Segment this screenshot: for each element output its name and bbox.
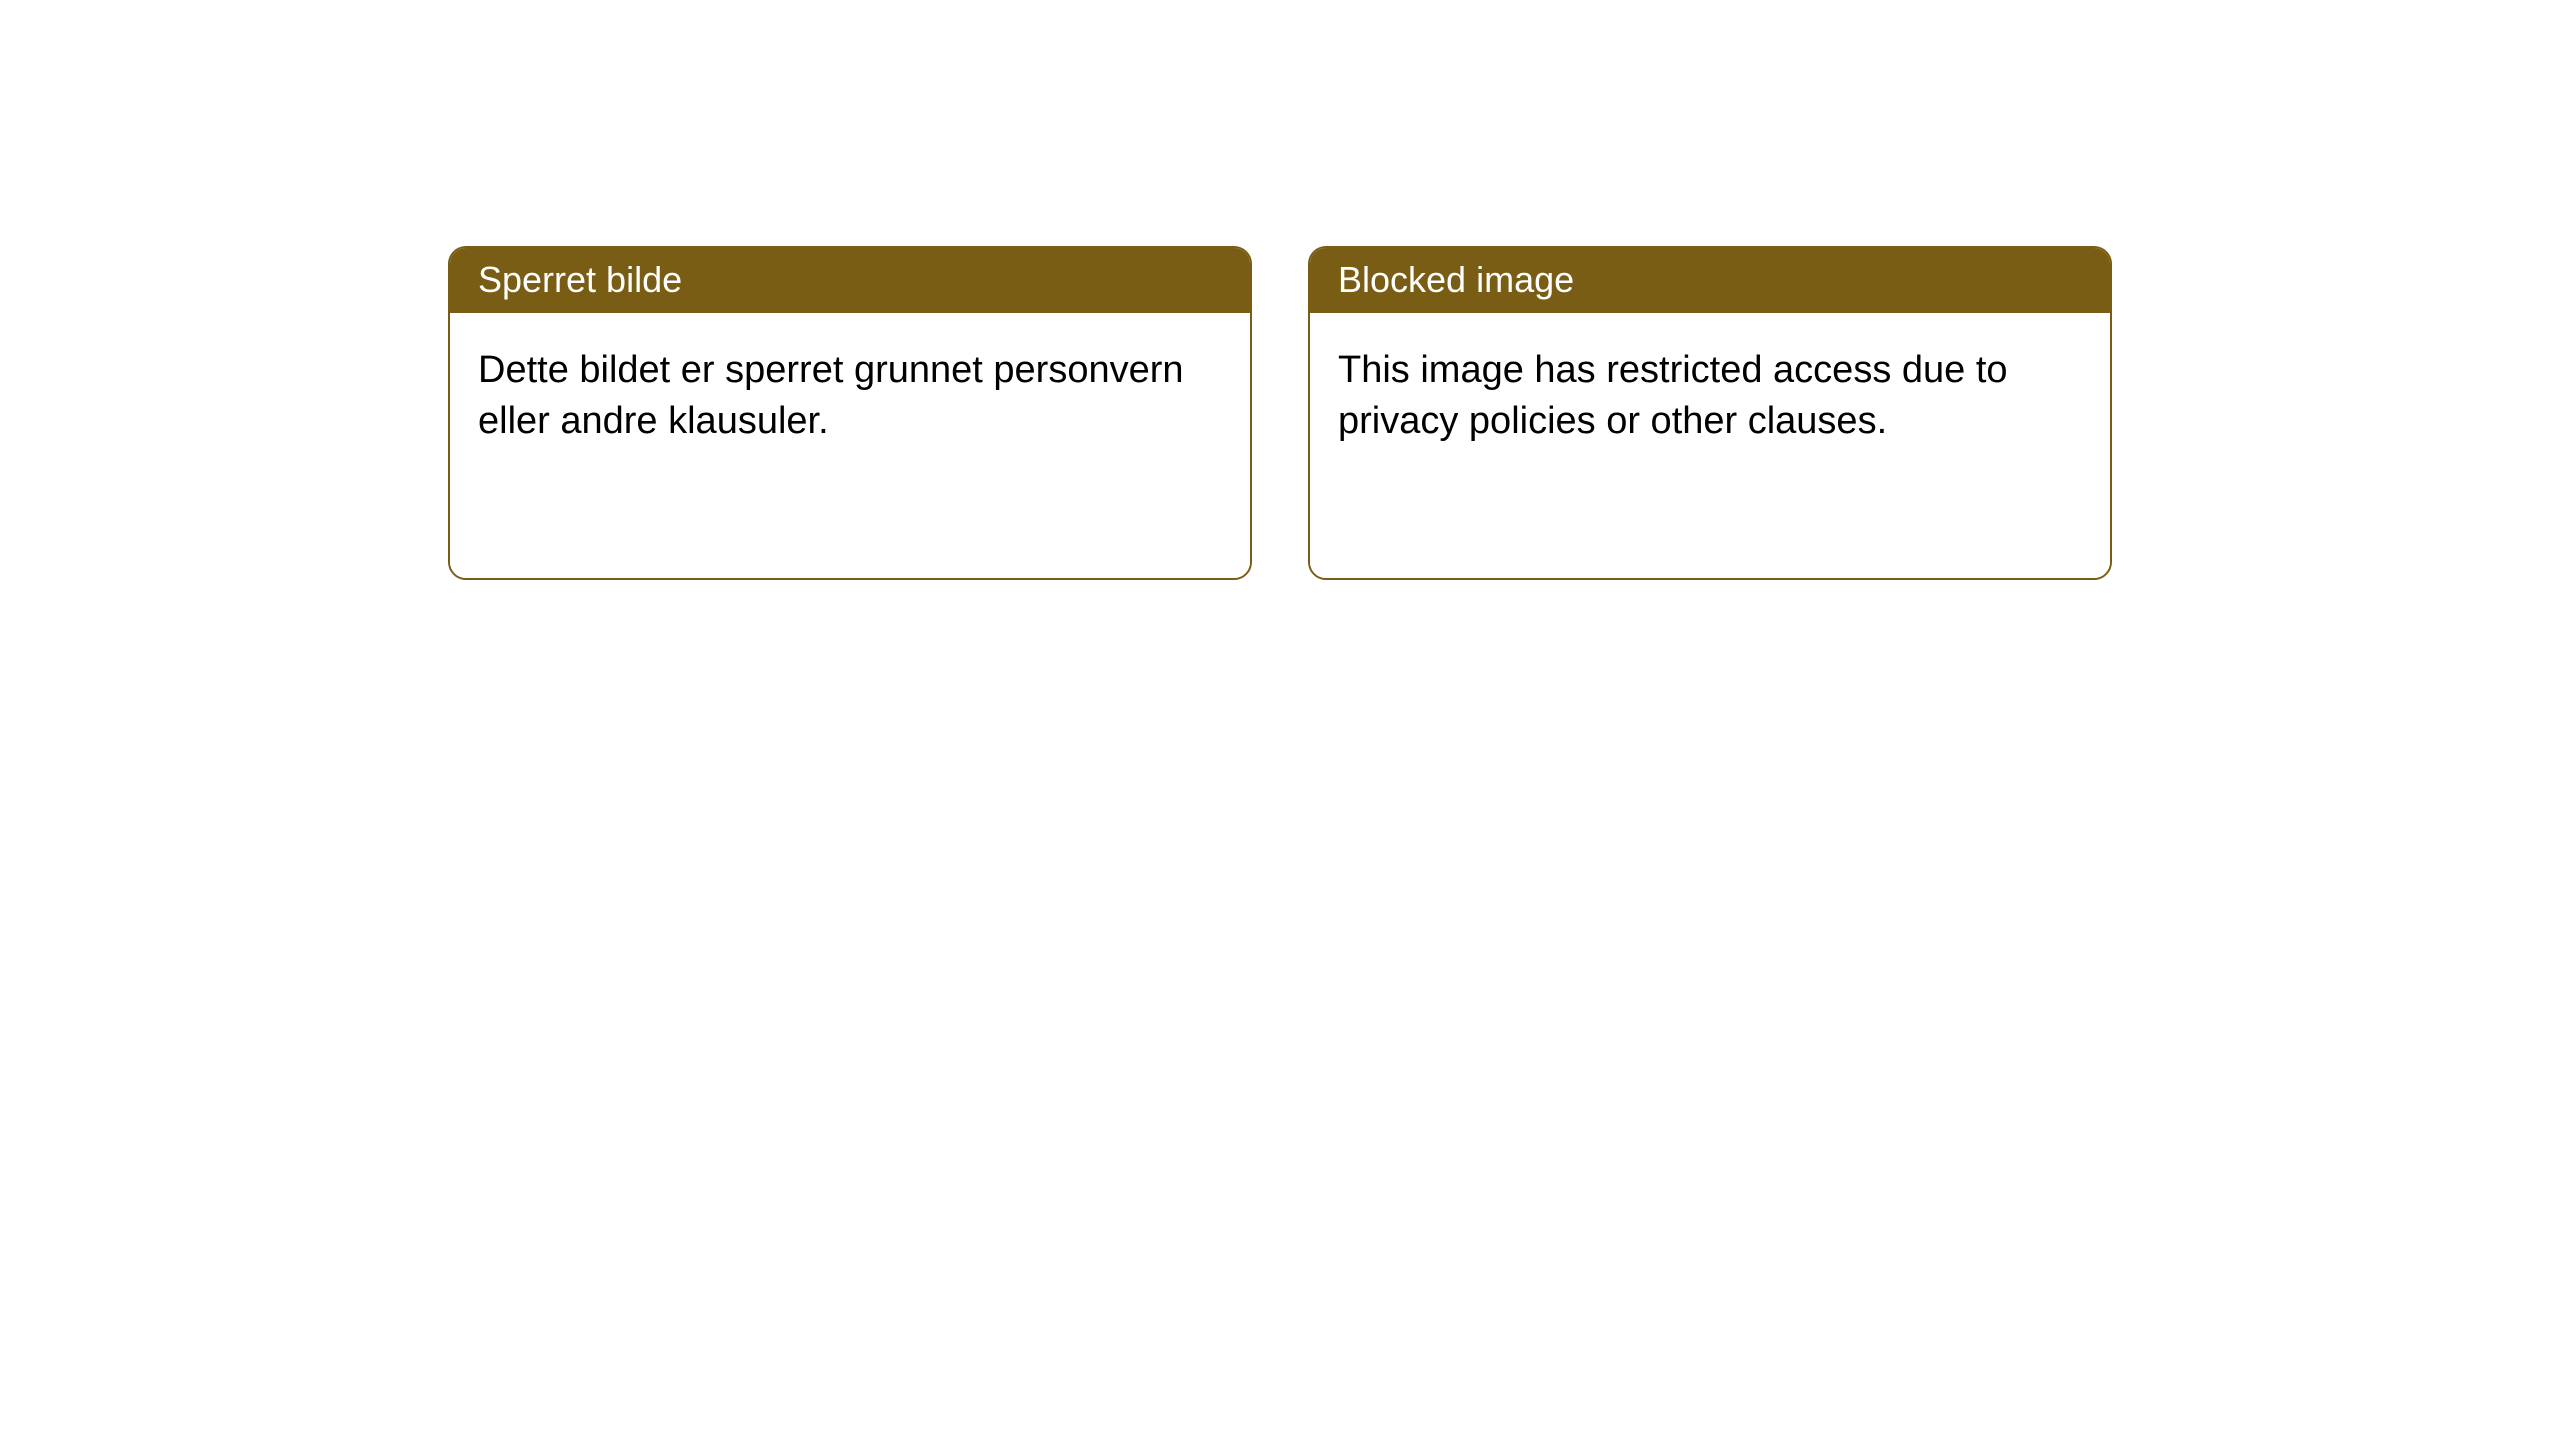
notice-card-english: Blocked image This image has restricted … [1308, 246, 2112, 580]
notice-body-english: This image has restricted access due to … [1310, 313, 2110, 578]
notice-body-norwegian: Dette bildet er sperret grunnet personve… [450, 313, 1250, 578]
notice-title-norwegian: Sperret bilde [450, 248, 1250, 313]
notice-container: Sperret bilde Dette bildet er sperret gr… [0, 0, 2560, 580]
notice-title-english: Blocked image [1310, 248, 2110, 313]
notice-card-norwegian: Sperret bilde Dette bildet er sperret gr… [448, 246, 1252, 580]
